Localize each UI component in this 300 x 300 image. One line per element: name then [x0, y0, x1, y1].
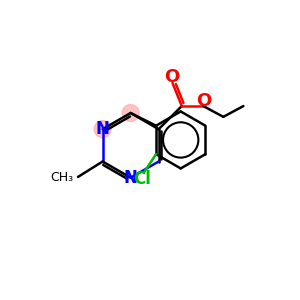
Text: O: O: [196, 92, 212, 110]
Text: CH₃: CH₃: [50, 171, 74, 184]
Text: N: N: [96, 120, 110, 138]
Circle shape: [94, 121, 111, 138]
Text: N: N: [124, 169, 138, 187]
Circle shape: [122, 104, 139, 122]
Text: O: O: [164, 68, 179, 86]
Text: Cl: Cl: [133, 170, 151, 188]
